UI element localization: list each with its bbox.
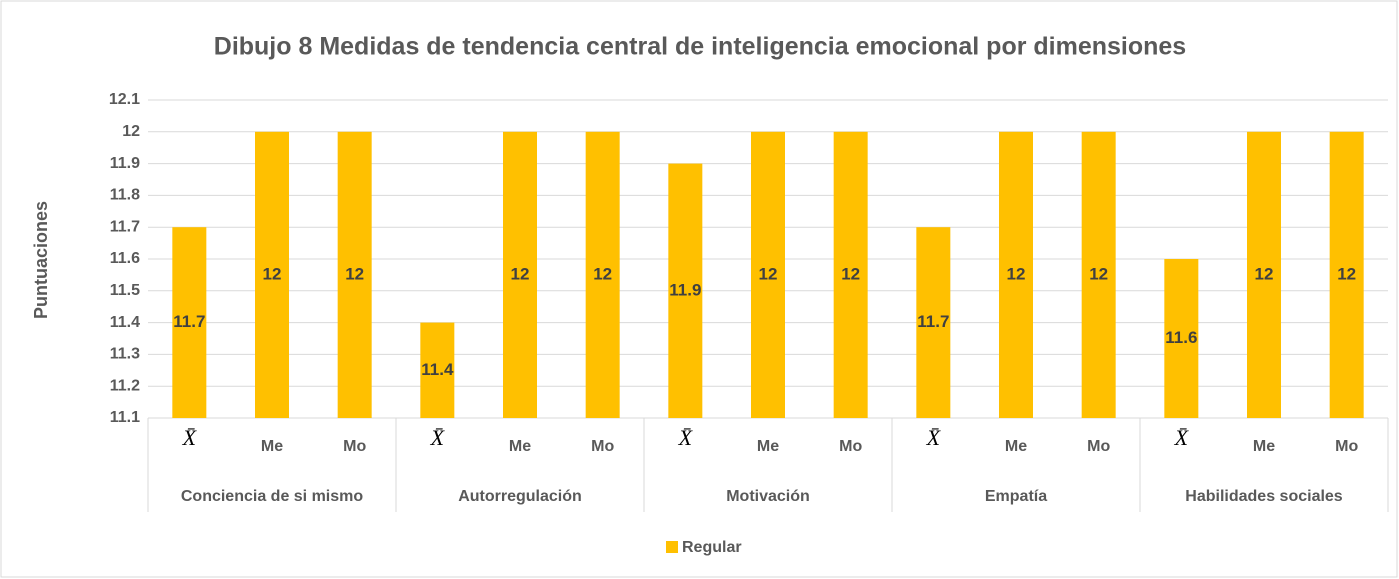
bar bbox=[420, 322, 455, 418]
data-label: 12 bbox=[1337, 264, 1356, 283]
x-tick-label: Me bbox=[509, 438, 531, 455]
legend-label: Regular bbox=[682, 539, 742, 556]
x-tick-label: X̄ bbox=[1174, 425, 1190, 450]
y-axis-title: Puntuaciones bbox=[31, 201, 51, 319]
y-tick-label: 11.9 bbox=[110, 155, 140, 172]
data-label: 12 bbox=[263, 264, 282, 283]
legend-swatch bbox=[666, 541, 678, 553]
x-tick-label: X̄ bbox=[926, 425, 942, 450]
data-label: 12 bbox=[345, 264, 364, 283]
bar bbox=[255, 131, 289, 419]
bar bbox=[585, 131, 620, 419]
group-label: Autorregulación bbox=[458, 488, 582, 505]
bar bbox=[751, 131, 785, 419]
x-tick-label: Mo bbox=[1335, 438, 1358, 455]
y-tick-label: 11.1 bbox=[110, 409, 140, 426]
bar bbox=[668, 163, 703, 418]
y-tick-label: 12 bbox=[122, 123, 140, 140]
bar bbox=[999, 131, 1033, 419]
data-label: 11.6 bbox=[1165, 328, 1197, 347]
bar bbox=[1329, 131, 1364, 419]
bar bbox=[1081, 131, 1116, 419]
y-tick-label: 11.6 bbox=[110, 250, 140, 267]
data-label: 11.7 bbox=[917, 312, 949, 331]
bar bbox=[1247, 131, 1281, 419]
data-label: 12 bbox=[1255, 264, 1274, 283]
x-tick-label: Me bbox=[1253, 438, 1275, 455]
data-label: 11.7 bbox=[173, 312, 205, 331]
data-label: 12 bbox=[1007, 264, 1026, 283]
data-label: 12 bbox=[759, 264, 778, 283]
y-tick-label: 12.1 bbox=[109, 91, 140, 108]
x-tick-label: Mo bbox=[591, 438, 614, 455]
x-tick-label: X̄ bbox=[182, 425, 198, 450]
data-label: 12 bbox=[841, 264, 860, 283]
group-label: Motivación bbox=[726, 488, 810, 505]
bar bbox=[916, 227, 951, 418]
bar bbox=[1164, 259, 1199, 418]
bar bbox=[833, 131, 868, 419]
data-label: 12 bbox=[511, 264, 530, 283]
bar bbox=[337, 131, 372, 419]
x-tick-label: Me bbox=[757, 438, 779, 455]
x-tick-label: Me bbox=[1005, 438, 1027, 455]
data-label: 12 bbox=[593, 264, 612, 283]
x-tick-label: X̄ bbox=[678, 425, 694, 450]
bar bbox=[503, 131, 537, 419]
y-tick-label: 11.5 bbox=[110, 282, 140, 299]
x-tick-label: Mo bbox=[1087, 438, 1110, 455]
group-label: Empatía bbox=[985, 488, 1047, 505]
y-tick-label: 11.8 bbox=[110, 187, 140, 204]
y-tick-label: 11.2 bbox=[110, 377, 140, 394]
bar bbox=[172, 227, 207, 418]
y-tick-label: 11.4 bbox=[110, 314, 140, 331]
group-label: Conciencia de si mismo bbox=[181, 488, 364, 505]
group-label: Habilidades sociales bbox=[1185, 488, 1343, 505]
data-label: 11.4 bbox=[421, 360, 454, 379]
y-tick-label: 11.7 bbox=[110, 218, 140, 235]
x-tick-label: X̄ bbox=[430, 425, 446, 450]
data-label: 11.9 bbox=[669, 280, 701, 299]
chart-title: Dibujo 8 Medidas de tendencia central de… bbox=[214, 33, 1186, 61]
x-tick-label: Mo bbox=[839, 438, 862, 455]
y-tick-label: 11.3 bbox=[110, 346, 140, 363]
x-tick-label: Mo bbox=[343, 438, 366, 455]
data-label: 12 bbox=[1089, 264, 1108, 283]
x-tick-label: Me bbox=[261, 438, 283, 455]
